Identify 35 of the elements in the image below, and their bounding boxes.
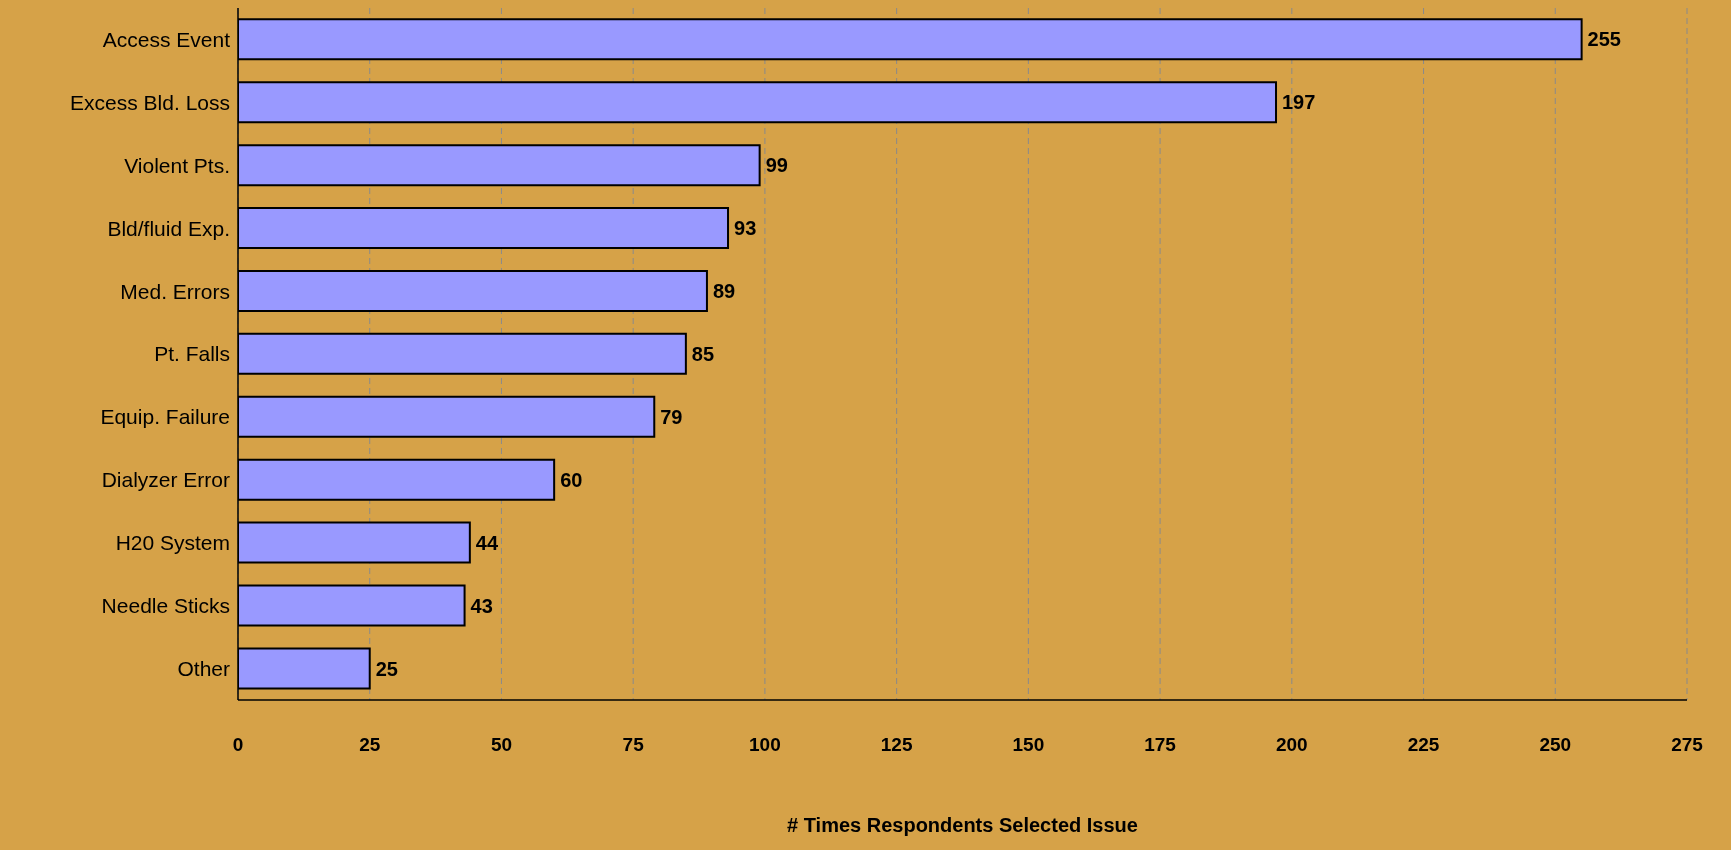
x-tick-label: 225	[1407, 734, 1440, 756]
y-tick-label: Access Event	[102, 27, 231, 51]
x-tick-label: 0	[232, 734, 244, 756]
x-tick-label: 275	[1671, 734, 1704, 756]
data-label: 44	[475, 531, 499, 554]
data-label: 43	[470, 594, 493, 617]
data-label: 255	[1587, 28, 1621, 51]
x-tick-label: 200	[1275, 734, 1308, 756]
y-tick-label: Med. Errors	[120, 279, 230, 303]
x-tick-label: 100	[749, 734, 781, 756]
data-label: 197	[1282, 91, 1316, 114]
x-tick-label: 250	[1539, 734, 1572, 756]
y-tick-label: H20 System	[115, 531, 230, 555]
data-label: 79	[660, 405, 683, 428]
y-tick-label: Violent Pts.	[124, 153, 230, 177]
x-tick-label: 50	[490, 734, 513, 756]
y-tick-label: Equip. Failure	[100, 405, 230, 429]
x-tick-label: 75	[622, 734, 645, 756]
x-axis-title: # Times Respondents Selected Issue	[787, 814, 1138, 836]
y-tick-label: Other	[177, 657, 230, 680]
data-label: 60	[560, 468, 583, 491]
y-tick-label: Dialyzer Error	[101, 468, 230, 492]
data-label: 99	[765, 154, 788, 177]
x-tick-label: 175	[1144, 734, 1177, 756]
data-label: 93	[734, 217, 757, 240]
data-label: 25	[375, 657, 398, 680]
x-tick-label: 25	[359, 734, 381, 756]
y-tick-label: Bld/fluid Exp.	[107, 216, 230, 240]
data-label: 85	[691, 342, 715, 365]
data-label: 89	[712, 280, 736, 303]
y-tick-label: Needle Sticks	[101, 594, 230, 618]
y-tick-label: Excess Bld. Loss	[70, 90, 230, 114]
x-tick-label: 125	[880, 734, 913, 756]
y-tick-label: Pt. Falls	[154, 342, 230, 366]
x-tick-label: 150	[1012, 734, 1045, 756]
